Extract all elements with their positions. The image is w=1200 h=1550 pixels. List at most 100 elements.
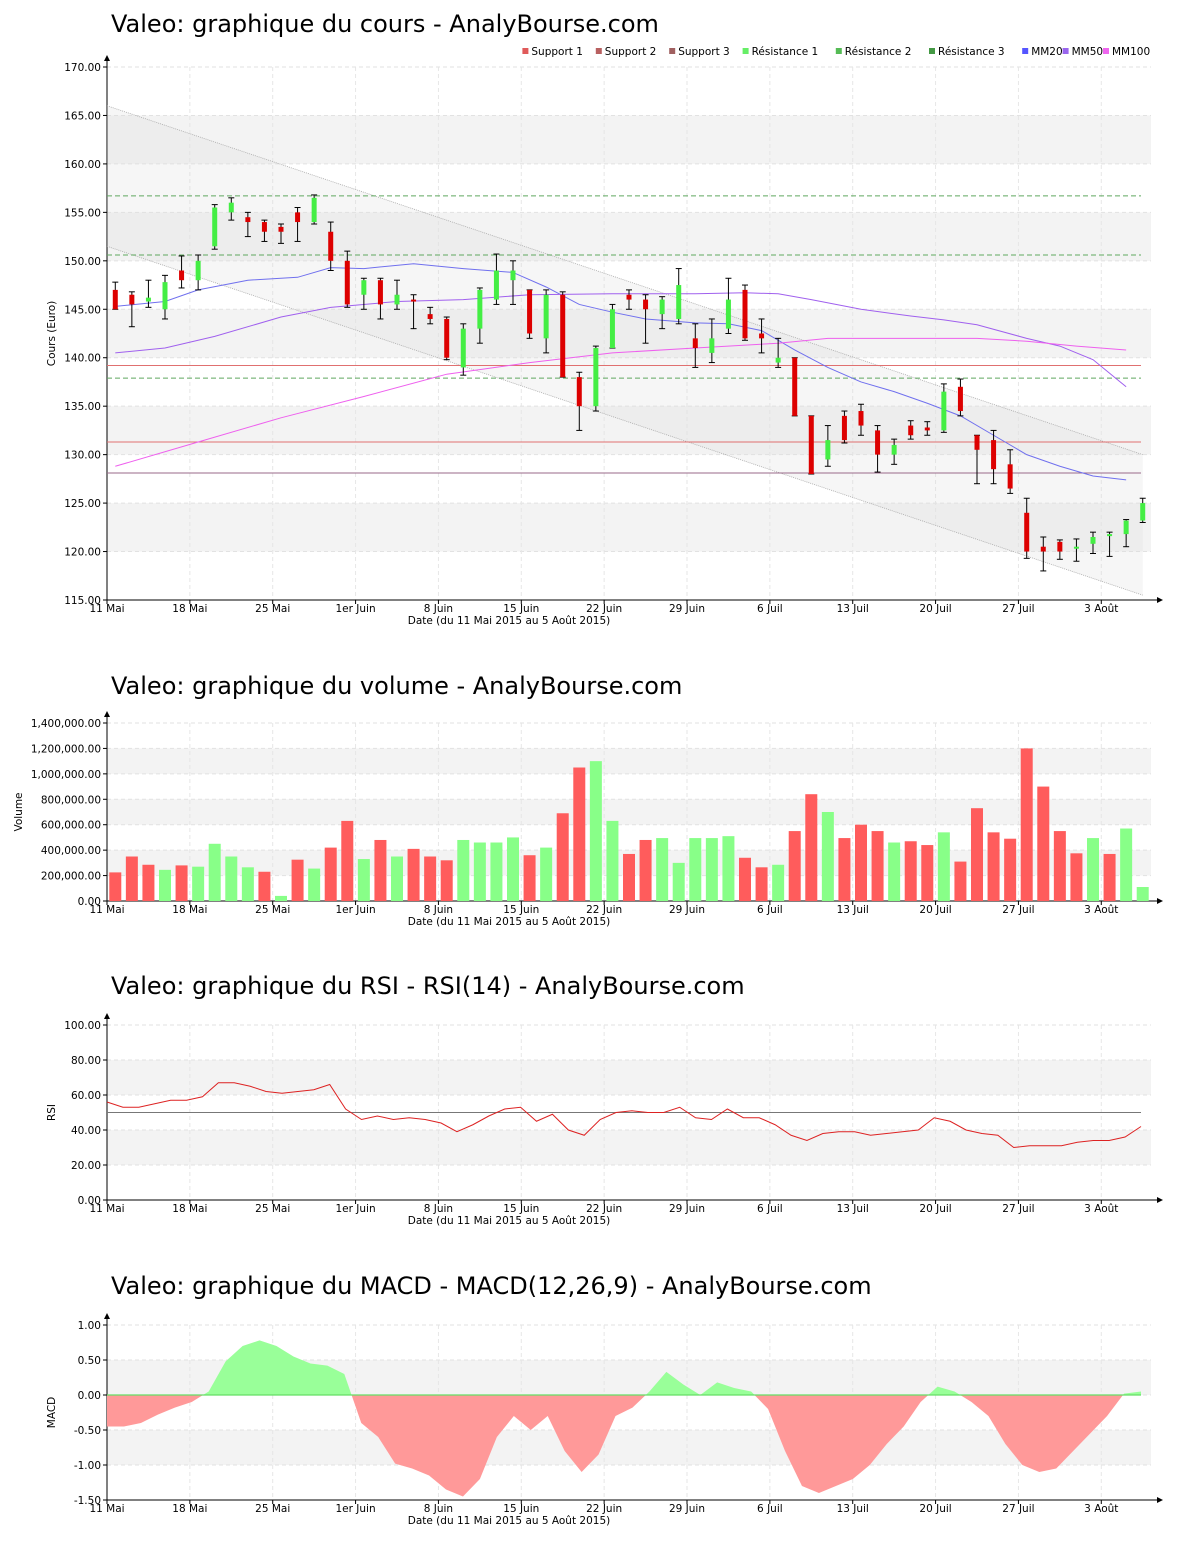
volume-bar	[739, 857, 751, 901]
price-band	[107, 115, 1151, 164]
trend-line	[106, 245, 1143, 596]
volume-bar	[1004, 838, 1017, 901]
price-xtick-label: 6 Juil	[757, 603, 783, 615]
legend-label: Support 1	[531, 46, 583, 58]
volume-bar	[556, 813, 569, 901]
price-xtick-label: 29 Juin	[669, 603, 705, 615]
candle-body	[775, 357, 781, 363]
price-xtick-label: 15 Juin	[503, 603, 539, 615]
candle-body	[1073, 546, 1079, 549]
candle-body	[924, 427, 930, 431]
candle-body	[1007, 464, 1013, 489]
candle-body	[295, 212, 301, 223]
legend-label: Support 3	[678, 46, 730, 58]
legend-swatch	[669, 48, 676, 54]
rsi-ytick-label: 0.00	[78, 1195, 101, 1207]
volume-xtick-label: 27 Juil	[1002, 904, 1034, 916]
price-xtick-label: 3 Août	[1084, 603, 1118, 615]
volume-bar	[1087, 838, 1099, 901]
price-ytick-label: 150.00	[64, 256, 101, 268]
price-chart-svg: 115.00 120.00 125.00 130.00 135.00 140.00 145.…	[46, 46, 1163, 627]
candle-body	[576, 377, 582, 407]
volume-bar	[1020, 748, 1033, 901]
candle-body	[841, 415, 847, 441]
rsi-xtick-label: 3 Août	[1084, 1203, 1118, 1215]
volume-bar	[407, 848, 420, 901]
volume-band	[107, 799, 1151, 825]
rsi-ytick-label: 80.00	[71, 1055, 101, 1067]
volume-bar	[540, 847, 553, 901]
price-xtick-label: 18 Mai	[172, 603, 207, 615]
volume-bar	[589, 761, 602, 901]
macd-xtick-label: 27 Juil	[1002, 1503, 1034, 1515]
rsi-xtick-label: 11 Mai	[89, 1203, 124, 1215]
macd-band	[107, 1430, 1151, 1465]
legend-label: MM50	[1072, 46, 1103, 58]
macd-area-negative	[107, 1395, 204, 1427]
volume-xlabel: Date (du 11 Mai 2015 au 5 Août 2015)	[408, 916, 611, 928]
price-xtick-label: 13 Juil	[837, 603, 869, 615]
candle-body	[1024, 512, 1030, 552]
candle-body	[261, 222, 267, 232]
volume-bar	[490, 842, 503, 901]
volume-bar	[125, 856, 138, 901]
price-xtick-label: 1er Juin	[336, 603, 376, 615]
price-chart: Valeo: graphique du cours - AnalyBourse.…	[0, 10, 1200, 635]
candle-body	[394, 294, 400, 305]
volume-bar	[1053, 831, 1066, 901]
candle-body	[957, 386, 963, 412]
volume-bar	[208, 843, 221, 901]
candle-body	[759, 333, 765, 339]
volume-bar	[606, 820, 619, 901]
macd-area-negative	[351, 1395, 646, 1497]
candle-body	[311, 197, 317, 223]
candle-body	[411, 299, 417, 302]
macd-xtick-label: 15 Juin	[503, 1503, 539, 1515]
price-xlabel: Date (du 11 Mai 2015 au 5 Août 2015)	[408, 615, 611, 627]
volume-bar	[573, 767, 586, 901]
volume-bar	[904, 841, 917, 901]
volume-bar	[473, 842, 486, 901]
price-ytick-label: 120.00	[64, 547, 101, 559]
price-ytick-label: 155.00	[64, 207, 101, 219]
volume-ytick-label: 0.00	[78, 896, 101, 908]
candle-body	[527, 289, 533, 334]
volume-ytick-label: 1,200,000.00	[31, 743, 101, 755]
candle-body	[1090, 537, 1096, 544]
volume-chart: Valeo: graphique du volume - AnalyBourse…	[0, 672, 1200, 937]
candle-body	[560, 294, 566, 378]
price-xtick-label: 11 Mai	[89, 603, 124, 615]
candle-body	[891, 444, 897, 455]
macd-area-positive	[928, 1386, 961, 1395]
price-xtick-label: 27 Juil	[1002, 603, 1034, 615]
rsi-xlabel: Date (du 11 Mai 2015 au 5 Août 2015)	[408, 1215, 611, 1227]
rsi-ytick-label: 100.00	[64, 1020, 101, 1032]
rsi-chart: Valeo: graphique du RSI - RSI(14) - Anal…	[0, 972, 1200, 1237]
macd-area-negative	[960, 1395, 1123, 1472]
rsi-xtick-label: 25 Mai	[255, 1203, 290, 1215]
volume-bar	[523, 855, 536, 901]
rsi-xtick-label: 8 Juin	[424, 1203, 453, 1215]
rsi-ytick-label: 40.00	[71, 1125, 101, 1137]
volume-bar	[755, 867, 768, 901]
legend-label: Résistance 1	[752, 46, 819, 58]
price-ytick-label: 170.00	[64, 62, 101, 74]
candle-body	[427, 314, 433, 319]
legend-label: Résistance 2	[845, 46, 912, 58]
candle-body	[725, 299, 731, 329]
volume-bar	[672, 862, 685, 901]
price-xaxis-arrow	[1157, 597, 1163, 603]
candle-body	[626, 294, 632, 300]
volume-bar	[722, 836, 735, 901]
volume-bar	[1136, 887, 1149, 901]
legend-swatch	[835, 48, 842, 54]
candle-body	[742, 289, 748, 339]
volume-bar	[391, 856, 403, 901]
macd-ytick-label: -1.50	[74, 1495, 101, 1507]
price-ytick-label: 165.00	[64, 110, 101, 122]
volume-bar	[987, 832, 1000, 901]
volume-xtick-label: 29 Juin	[669, 904, 705, 916]
candle-body	[344, 260, 350, 305]
macd-area-negative	[754, 1395, 929, 1493]
volume-bar	[1037, 786, 1050, 901]
